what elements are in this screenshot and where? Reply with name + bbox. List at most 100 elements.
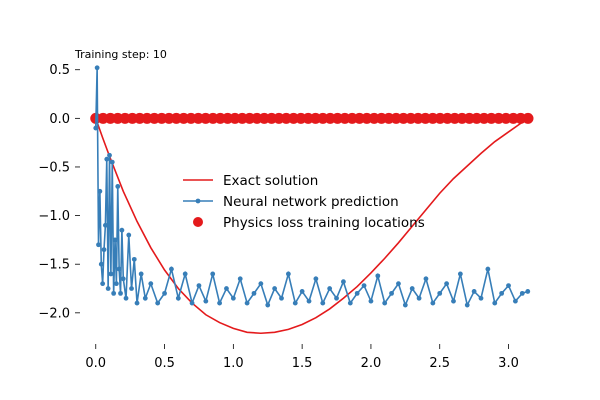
training-step-annotation: Training step: 10 <box>74 48 167 61</box>
prediction-point <box>98 261 104 267</box>
prediction-point <box>334 295 339 301</box>
prediction-point <box>478 295 484 301</box>
prediction-point <box>525 289 531 294</box>
prediction-point <box>416 295 422 301</box>
prediction-point <box>108 271 114 277</box>
prediction-point <box>142 295 148 301</box>
prediction-point <box>115 184 121 189</box>
prediction-point <box>279 295 284 301</box>
prediction-point <box>272 286 278 291</box>
prediction-point <box>368 298 374 304</box>
prediction-point <box>354 290 360 296</box>
prediction-point <box>120 276 126 282</box>
legend-physics-swatch <box>193 217 203 227</box>
x-tick-label: 2.5 <box>429 356 450 371</box>
prediction-point <box>118 290 123 296</box>
prediction-point <box>126 232 132 238</box>
prediction-point <box>519 290 525 296</box>
prediction-point <box>430 300 436 306</box>
x-tick-label: 3.0 <box>498 356 519 371</box>
plot-area <box>90 65 534 335</box>
prediction-point <box>101 247 107 253</box>
prediction-point <box>251 290 257 296</box>
prediction-point <box>102 222 108 228</box>
prediction-point <box>109 159 115 165</box>
prediction-point <box>111 290 117 296</box>
prediction-point <box>437 290 443 296</box>
prediction-point <box>94 65 100 71</box>
prediction-point <box>389 290 394 296</box>
prediction-point <box>347 300 353 306</box>
prediction-point <box>189 300 195 306</box>
legend-label: Physics loss training locations <box>223 215 425 231</box>
prediction-point <box>148 281 154 287</box>
prediction-point <box>175 295 181 301</box>
prediction-point <box>409 286 415 291</box>
prediction-point <box>464 302 470 308</box>
prediction-point <box>113 281 119 287</box>
exact-solution-line <box>95 117 529 335</box>
prediction-point <box>104 156 110 162</box>
prediction-point <box>210 271 216 277</box>
prediction-point <box>492 300 498 306</box>
prediction-point <box>382 300 388 306</box>
prediction-point <box>258 281 264 287</box>
prediction-point <box>512 298 518 304</box>
prediction-point <box>313 276 319 282</box>
prediction-point <box>217 300 222 306</box>
prediction-point <box>93 125 99 131</box>
prediction-point <box>285 271 291 277</box>
prediction-point <box>320 300 326 306</box>
y-tick-label: −1.0 <box>38 209 70 224</box>
prediction-point <box>244 300 250 306</box>
prediction-point <box>123 295 129 301</box>
prediction-point <box>457 271 463 277</box>
prediction-point <box>169 266 174 272</box>
prediction-point <box>306 298 312 304</box>
prediction-point <box>131 256 137 262</box>
y-tick-label: −1.5 <box>38 258 70 273</box>
legend: Exact solution Neural network prediction P… <box>183 173 425 231</box>
legend-label: Neural network prediction <box>223 194 399 210</box>
prediction-point <box>451 298 456 304</box>
prediction-point <box>107 152 112 158</box>
prediction-point <box>224 286 229 291</box>
prediction-point <box>116 266 122 272</box>
legend-label: Exact solution <box>223 173 318 189</box>
x-tick-label: 0.0 <box>85 356 106 371</box>
x-tick-label: 1.0 <box>223 356 244 371</box>
prediction-point <box>162 290 167 296</box>
prediction-point <box>423 276 429 282</box>
prediction-point <box>375 273 381 279</box>
prediction-point <box>112 237 118 243</box>
prediction-point <box>96 242 101 248</box>
y-tick-label: −2.0 <box>38 306 70 321</box>
prediction-point <box>182 271 188 277</box>
prediction-point <box>119 227 125 233</box>
y-tick-label: −0.5 <box>38 160 70 175</box>
prediction-point <box>444 281 450 287</box>
prediction-point <box>396 281 401 287</box>
prediction-point <box>485 266 491 272</box>
x-tick-label: 2.0 <box>361 356 382 371</box>
prediction-point <box>237 276 243 282</box>
prediction-point <box>138 271 144 277</box>
prediction-point <box>265 302 271 308</box>
y-tick-label: 0.0 <box>49 112 70 127</box>
x-tick-label: 0.5 <box>154 356 175 371</box>
prediction-point <box>100 281 106 287</box>
prediction-point <box>196 283 202 288</box>
prediction-point <box>341 279 346 285</box>
axes: 0.0 0.5 1.0 1.5 2.0 2.5 3.0 0.5 0.0 −0.5 −1.0 −1.5 −… <box>38 63 518 371</box>
prediction-point <box>105 286 111 291</box>
prediction-point <box>155 300 161 306</box>
prediction-point <box>506 283 511 288</box>
prediction-point <box>299 289 305 294</box>
prediction-point <box>203 298 209 304</box>
prediction-point <box>129 286 134 291</box>
prediction-point <box>230 295 236 301</box>
prediction-point <box>361 283 367 288</box>
prediction-point <box>402 302 408 308</box>
